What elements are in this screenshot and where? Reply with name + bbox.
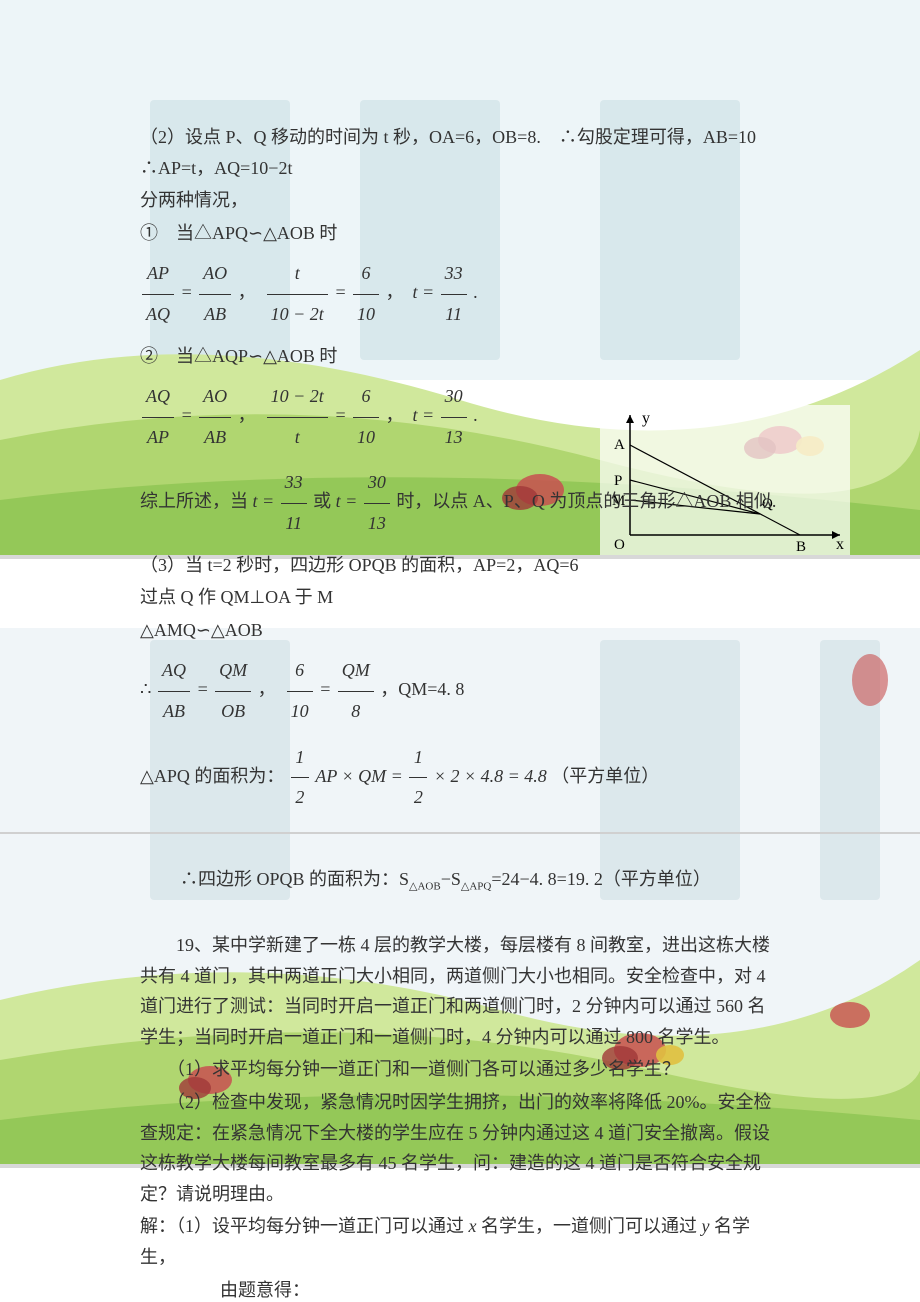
q19-para3: （2）检查中发现，紧急情况时因学生拥挤，出门的效率将降低 20%。安全检查规定：… bbox=[140, 1087, 780, 1209]
final-area-line: ∴四边形 OPQB 的面积为：S△AOB−S△APQ=24−4. 8=19. 2… bbox=[140, 864, 780, 896]
part3-l3: △AMQ∽△AOB bbox=[140, 615, 780, 646]
apq-area: △APQ 的面积为： 12 AP × QM = 12 × 2 × 4.8 = 4… bbox=[140, 738, 780, 818]
solution-head: 解：（1）设平均每分钟一道正门可以通过 x 名学生，一道侧门可以通过 y 名学生… bbox=[140, 1211, 780, 1272]
case2-head: ② 当△AQP∽△AOB 时 bbox=[140, 341, 780, 372]
q19-para1: 19、某中学新建了一栋 4 层的教学大楼，每层楼有 8 间教室，进出这栋大楼共有… bbox=[140, 930, 780, 1052]
part2-cases: 分两种情况， bbox=[140, 185, 780, 216]
part3-l2: 过点 Q 作 QM⊥OA 于 M bbox=[140, 582, 780, 613]
document-page: （2）设点 P、Q 移动的时间为 t 秒，OA=6，OB=8. ∴勾股定理可得，… bbox=[0, 0, 920, 1302]
page-divider bbox=[0, 832, 920, 840]
case1-formula: APAQ = AOAB ， t10 − 2t = 610 ， t = 3311 … bbox=[140, 254, 780, 334]
by-problem: 由题意得： bbox=[140, 1275, 780, 1302]
part3-head: （3）当 t=2 秒时，四边形 OPQB 的面积，AP=2，AQ=6 bbox=[140, 550, 780, 581]
summary-line: 综上所述，当 t = 3311 或 t = 3013 时，以点 A、P、Q 为顶… bbox=[140, 463, 780, 543]
case1-head: ① 当△APQ∽△AOB 时 bbox=[140, 218, 780, 249]
case2-formula: AQAP = AOAB ， 10 − 2tt = 610 ， t = 3013 … bbox=[140, 377, 780, 457]
q19-para2: （1）求平均每分钟一道正门和一道侧门各可以通过多少名学生？ bbox=[140, 1054, 780, 1085]
part3-formula: ∴ AQAB = QMOB ， 610 = QM8 ，QM=4. 8 bbox=[140, 651, 780, 731]
part2-intro: （2）设点 P、Q 移动的时间为 t 秒，OA=6，OB=8. ∴勾股定理可得，… bbox=[140, 122, 780, 183]
text-content: （2）设点 P、Q 移动的时间为 t 秒，OA=6，OB=8. ∴勾股定理可得，… bbox=[0, 0, 920, 1302]
